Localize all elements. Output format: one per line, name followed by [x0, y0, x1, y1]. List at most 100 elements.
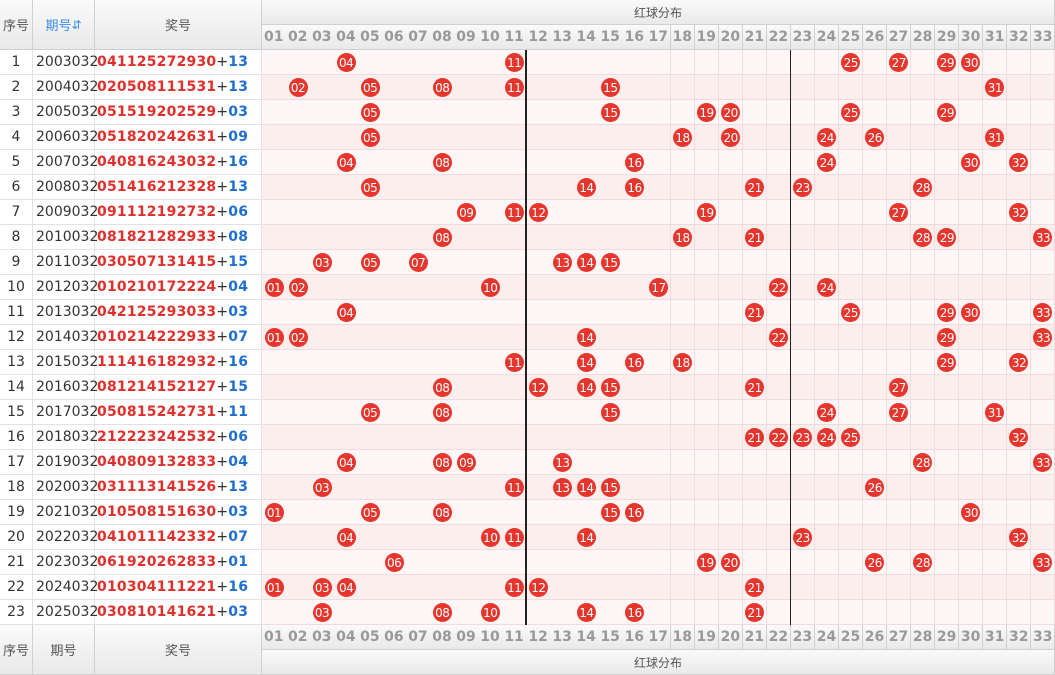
grid-cell — [694, 175, 720, 200]
header-number: 07 — [406, 25, 431, 50]
red-number: 21 — [156, 179, 177, 195]
red-ball: 16 — [624, 353, 644, 372]
grid-cell — [958, 375, 984, 400]
blue-number: 13 — [228, 179, 249, 195]
grid-cell — [1030, 525, 1055, 550]
red-ball: 20 — [721, 103, 741, 122]
red-ball: 15 — [600, 503, 620, 522]
grid-cell — [886, 500, 912, 525]
grid-cell — [886, 150, 912, 175]
red-number: 33 — [196, 229, 217, 245]
grid-cell — [550, 275, 575, 300]
sort-icon[interactable]: ⇵ — [71, 17, 82, 32]
grid-cell — [310, 275, 335, 300]
grid-cell — [1006, 600, 1032, 625]
grid-cell — [478, 450, 503, 475]
red-ball: 05 — [360, 103, 380, 122]
grid-cell — [286, 125, 311, 150]
grid-cell — [358, 375, 383, 400]
footer-number: 32 — [1006, 625, 1032, 650]
red-number: 11 — [97, 354, 117, 370]
red-ball: 21 — [745, 428, 765, 447]
grid-cell — [862, 575, 888, 600]
grid-cell — [694, 275, 720, 300]
red-ball: 15 — [600, 78, 620, 97]
grid-cell — [694, 600, 720, 625]
grid-cell — [262, 200, 287, 225]
seq: 7 — [0, 200, 33, 225]
red-number: 19 — [116, 554, 137, 570]
grid-cell — [598, 450, 623, 475]
red-number: 10 — [116, 529, 137, 545]
red-ball: 14 — [576, 603, 596, 622]
grid-cell — [934, 275, 960, 300]
grid-cell — [790, 325, 816, 350]
grid-cell — [262, 550, 287, 575]
header-number: 04 — [334, 25, 359, 50]
red-number: 32 — [196, 154, 217, 170]
seq: 18 — [0, 475, 33, 500]
grid-cell — [742, 125, 768, 150]
red-ball: 02 — [288, 78, 308, 97]
grid-cell — [838, 225, 864, 250]
seq: 19 — [0, 500, 33, 525]
period: 2008032 — [33, 175, 98, 200]
grid-cell — [814, 250, 840, 275]
red-ball: 04 — [336, 578, 356, 597]
footer-number: 17 — [646, 625, 671, 650]
grid-cell — [1006, 100, 1032, 125]
red-ball: 10 — [480, 528, 500, 547]
grid-cell — [550, 125, 575, 150]
grid-cell — [358, 450, 383, 475]
header-number: 11 — [502, 25, 527, 50]
grid-cell — [958, 350, 984, 375]
grid-cell — [838, 500, 864, 525]
red-number: 24 — [156, 129, 177, 145]
separator: + — [216, 54, 229, 70]
red-number: 02 — [97, 79, 117, 95]
grid-cell — [694, 50, 720, 75]
grid-cell — [1030, 50, 1055, 75]
footer-number: 26 — [862, 625, 888, 650]
grid-cell — [574, 425, 599, 450]
grid-cell — [334, 425, 359, 450]
red-number: 08 — [97, 379, 117, 395]
grid-cell — [454, 325, 479, 350]
grid-cell — [406, 600, 431, 625]
red-number: 04 — [97, 154, 117, 170]
header-number: 14 — [574, 25, 599, 50]
grid-cell — [790, 375, 816, 400]
grid-cell — [766, 225, 792, 250]
grid-cell — [646, 425, 671, 450]
footer-number: 06 — [382, 625, 407, 650]
red-ball: 24 — [817, 403, 837, 422]
red-number: 15 — [196, 254, 217, 270]
header-column[interactable]: 期号 ⇵ — [33, 0, 95, 50]
grid-cell — [574, 100, 599, 125]
grid-cell — [886, 250, 912, 275]
grid-cell — [406, 325, 431, 350]
footer-number: 07 — [406, 625, 431, 650]
grid-cell — [478, 475, 503, 500]
red-number: 07 — [136, 254, 157, 270]
grid-cell — [574, 50, 599, 75]
red-number: 18 — [116, 229, 137, 245]
grid-cell — [766, 175, 792, 200]
grid-cell — [814, 600, 840, 625]
grid-cell — [598, 325, 623, 350]
grid-cell — [454, 150, 479, 175]
grid-cell — [478, 75, 503, 100]
grid-cell — [406, 300, 431, 325]
separator: + — [216, 354, 229, 370]
red-ball: 31 — [985, 78, 1005, 97]
grid-cell — [766, 150, 792, 175]
grid-cell — [310, 225, 335, 250]
grid-cell — [910, 525, 936, 550]
grid-cell — [286, 550, 311, 575]
separator: + — [216, 579, 229, 595]
grid-cell — [1030, 125, 1055, 150]
footer-column: 序号 — [0, 625, 33, 675]
grid-cell — [670, 250, 696, 275]
grid-cell — [382, 600, 407, 625]
grid-cell — [718, 50, 744, 75]
